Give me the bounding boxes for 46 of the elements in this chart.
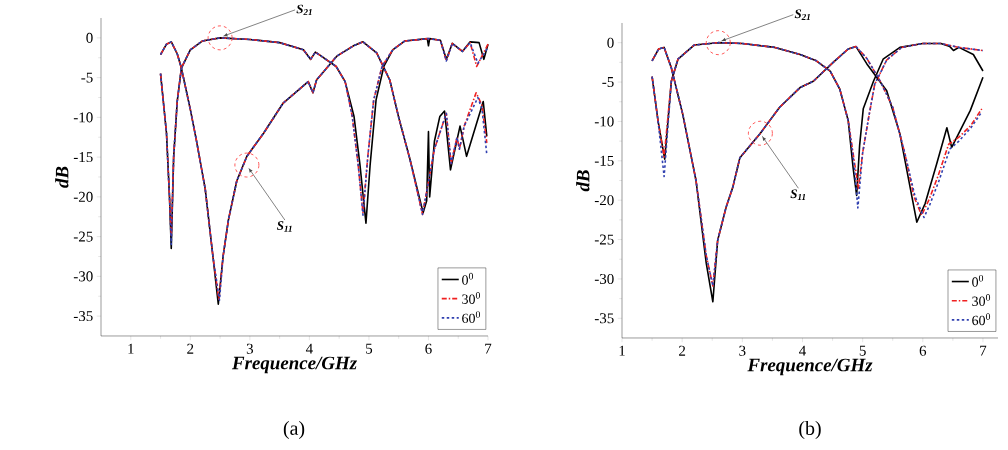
x-tick-label: 5 bbox=[859, 345, 866, 356]
x-tick-label: 3 bbox=[246, 343, 254, 354]
x-axis-title: Frequence/GHz bbox=[747, 358, 873, 376]
legend-label: 30$^{0}$ bbox=[462, 292, 481, 304]
annotation: S$_{21}$ bbox=[296, 4, 312, 16]
y-tick-label: -35 bbox=[73, 311, 93, 322]
y-tick-label: 0 bbox=[607, 37, 614, 48]
x-tick-label: 7 bbox=[485, 343, 492, 354]
y-tick-label: -20 bbox=[73, 191, 93, 202]
y-tick-label: -5 bbox=[602, 77, 614, 88]
annotation: S$_{21}$ bbox=[794, 9, 810, 20]
x-axis-title: Frequence/GHz bbox=[231, 356, 358, 374]
y-tick-label: -15 bbox=[594, 155, 614, 166]
x-tick-label: 3 bbox=[739, 345, 746, 356]
text: (a) bbox=[283, 420, 305, 440]
y-tick-label: 0 bbox=[86, 32, 93, 43]
y-tick-label: -30 bbox=[594, 273, 614, 284]
y-axis-title: dB bbox=[576, 170, 590, 192]
y-tick-label: -25 bbox=[594, 234, 614, 245]
y-tick-label: -5 bbox=[81, 72, 93, 83]
legend-label: 30$^{0}$ bbox=[972, 294, 991, 306]
legend-label: 0$^{0}$ bbox=[972, 274, 984, 287]
x-tick-label: 6 bbox=[425, 343, 432, 354]
y-tick-label: -15 bbox=[73, 152, 93, 163]
x-tick-label: 1 bbox=[128, 343, 134, 354]
annotation: S$_{11}$ bbox=[276, 221, 292, 232]
x-tick-label: 5 bbox=[366, 343, 373, 354]
y-tick-label: -25 bbox=[73, 231, 93, 242]
x-tick-label: 4 bbox=[799, 345, 806, 356]
y-tick-label: -20 bbox=[594, 195, 614, 206]
legend-label: 0$^{0}$ bbox=[462, 272, 474, 285]
x-tick-label: 2 bbox=[187, 343, 194, 354]
x-tick-label: 4 bbox=[305, 343, 313, 354]
y-tick-label: -10 bbox=[73, 112, 93, 123]
x-tick-label: 7 bbox=[980, 345, 987, 356]
y-tick-label: -10 bbox=[594, 116, 614, 127]
y-axis-title: dB bbox=[55, 166, 69, 188]
x-tick-label: 1 bbox=[619, 345, 625, 356]
legend-label: 60$^{0}$ bbox=[462, 311, 481, 324]
x-tick-label: 2 bbox=[679, 345, 686, 356]
text: (b) bbox=[799, 420, 821, 440]
y-tick-label: -35 bbox=[594, 313, 614, 324]
y-tick-label: -30 bbox=[73, 271, 93, 282]
legend-label: 60$^{0}$ bbox=[972, 313, 991, 326]
annotation: S$_{11}$ bbox=[790, 189, 806, 200]
x-tick-label: 6 bbox=[919, 345, 927, 356]
